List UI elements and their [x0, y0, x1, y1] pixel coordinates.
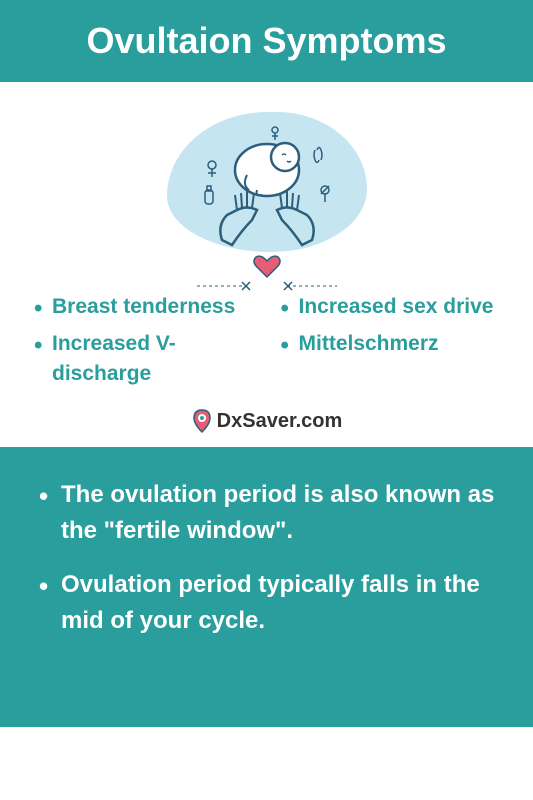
page-title: Ovultaion Symptoms	[0, 20, 533, 62]
symptoms-column-left: Breast tenderness Increased V-discharge	[30, 292, 257, 396]
header-banner: Ovultaion Symptoms	[0, 0, 533, 82]
brand-logo: DxSaver.com	[191, 408, 343, 434]
fact-item: The ovulation period is also known as th…	[35, 477, 498, 549]
location-pin-icon	[191, 408, 213, 434]
baby-hands-icon	[187, 115, 347, 255]
symptoms-column-right: Increased sex drive Mittelschmerz	[277, 292, 504, 396]
fact-item: Ovulation period typically falls in the …	[35, 567, 498, 639]
hands-baby-illustration	[187, 115, 347, 260]
symptom-item: Mittelschmerz	[277, 329, 504, 358]
illustration-container	[0, 82, 533, 292]
symptom-item: Increased V-discharge	[30, 329, 257, 388]
logo-container: DxSaver.com	[0, 396, 533, 447]
symptoms-list-section: Breast tenderness Increased V-discharge …	[0, 292, 533, 396]
facts-section: The ovulation period is also known as th…	[0, 447, 533, 727]
heart-icon	[253, 255, 281, 284]
logo-text: DxSaver.com	[217, 410, 343, 433]
symptom-item: Breast tenderness	[30, 292, 257, 321]
symptom-item: Increased sex drive	[277, 292, 504, 321]
